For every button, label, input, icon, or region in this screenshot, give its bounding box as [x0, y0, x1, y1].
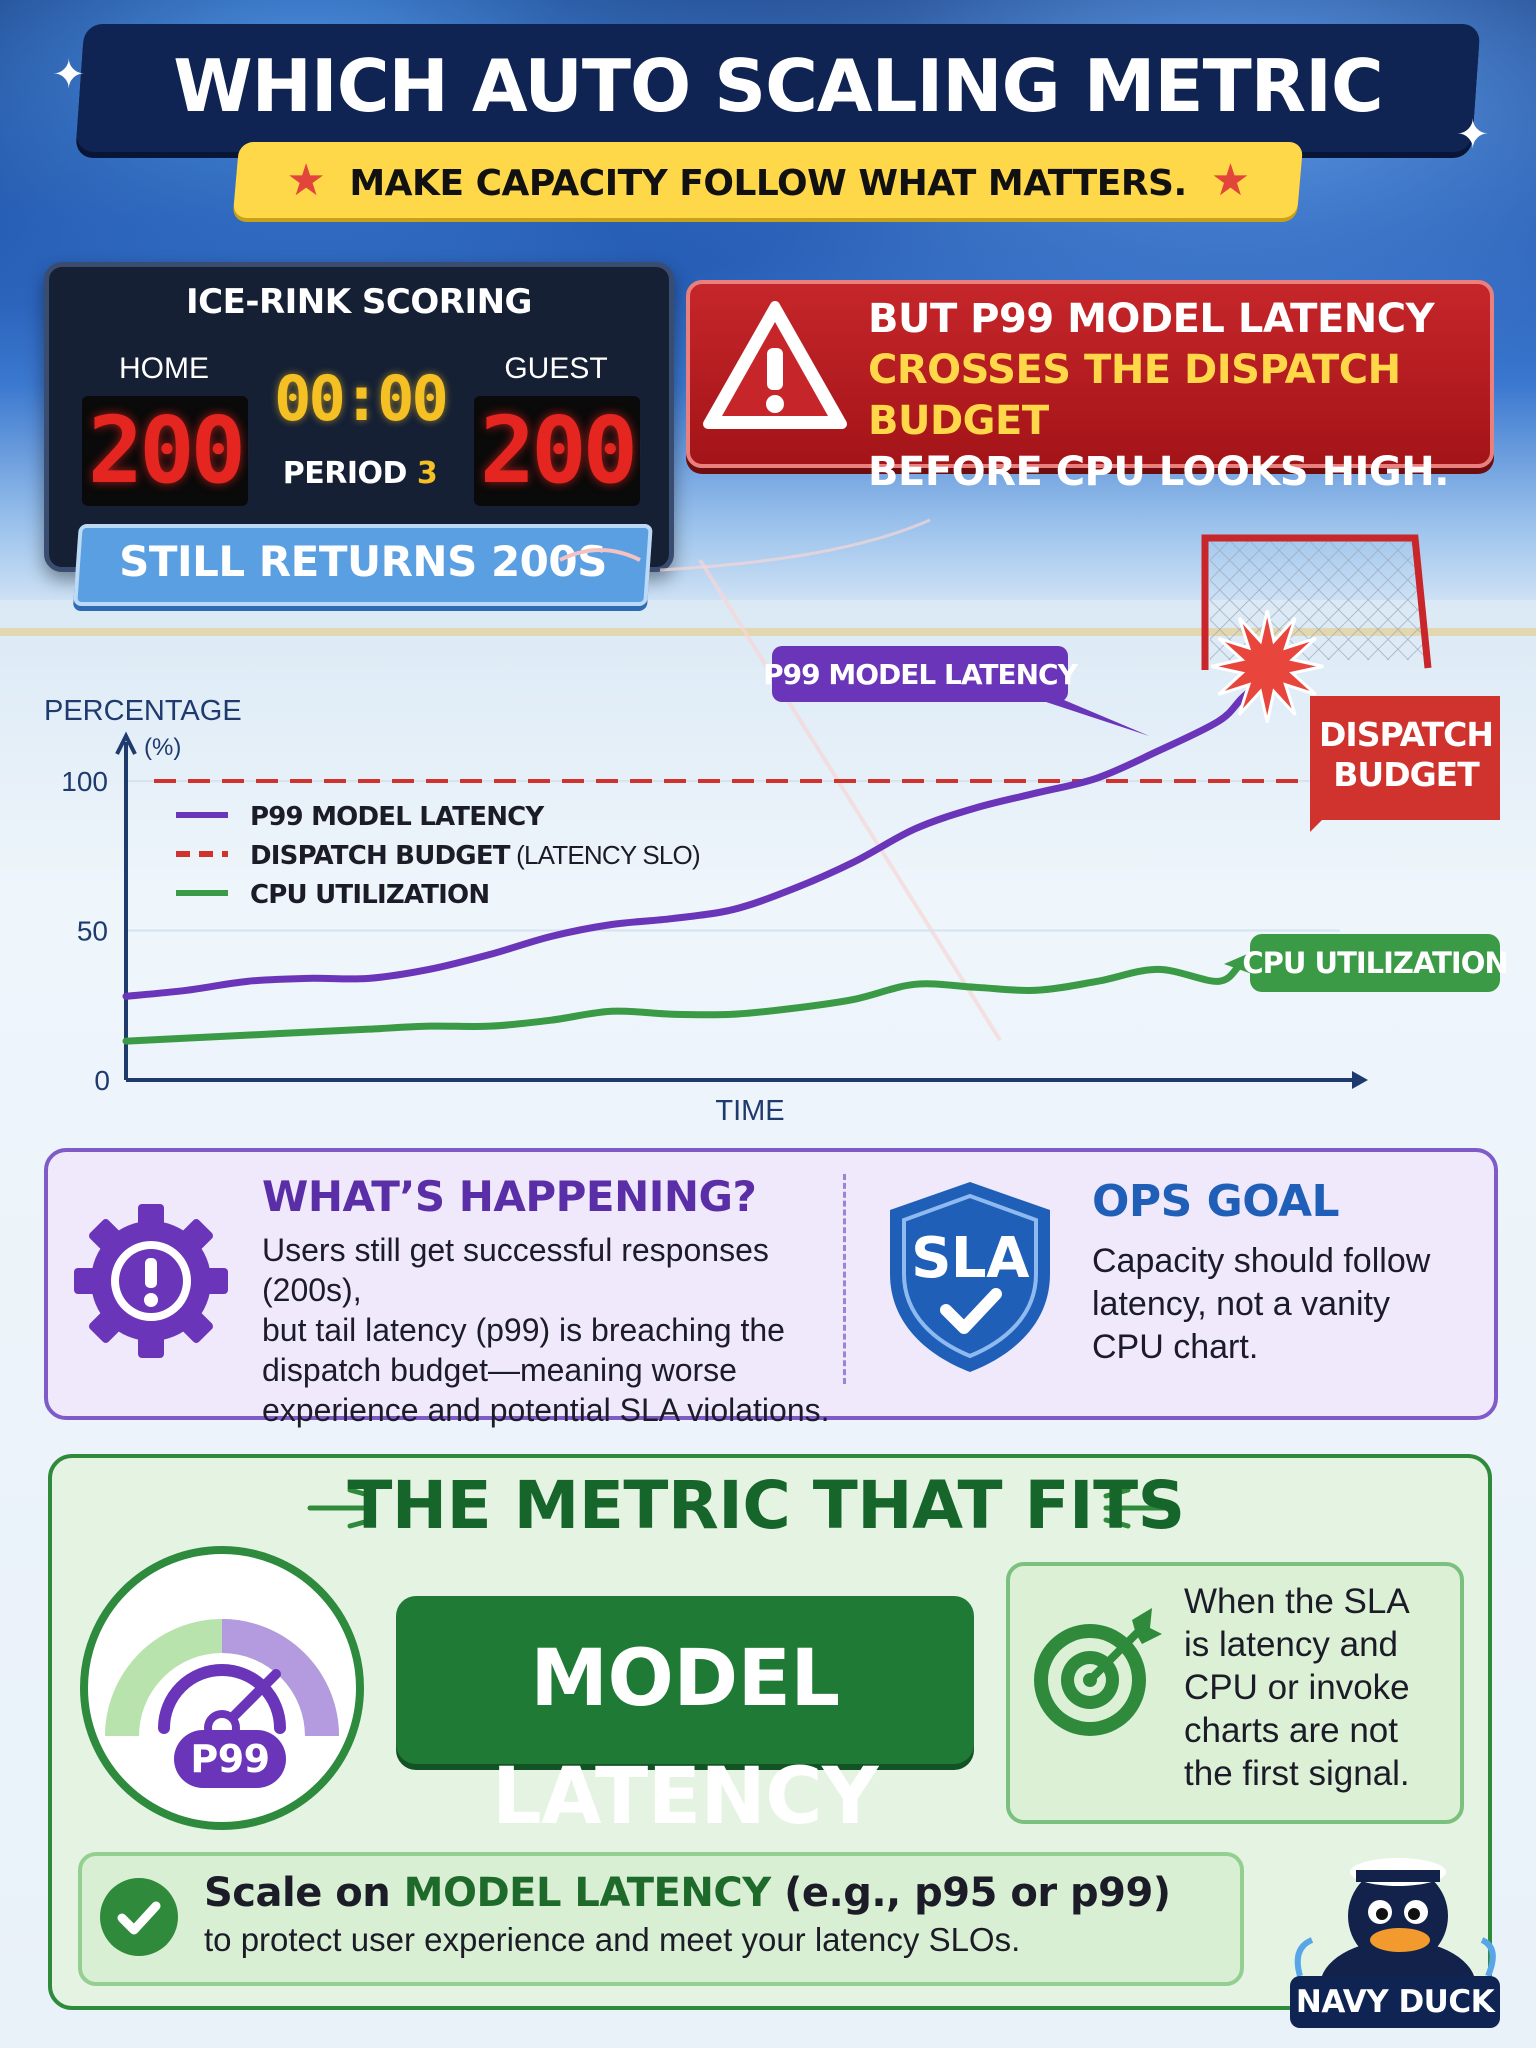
when-text: When the SLA is latency and CPU or invok…: [1184, 1582, 1410, 1793]
series-cpu-utilization: [122, 958, 1271, 1045]
y-axis-unit: (%): [144, 734, 181, 761]
cpu-tag-pointer: [1224, 952, 1252, 974]
dispatch-budget-flag: [1310, 696, 1500, 832]
card-divider: [843, 1174, 846, 1384]
cpu-tag-text: CPU UTILIZATION: [1242, 946, 1507, 980]
legend-label: CPU UTILIZATION: [250, 880, 489, 910]
ops-goal-heading: OPS GOAL: [1092, 1176, 1340, 1227]
alert-text: BUT P99 MODEL LATENCY CROSSES THE DISPAT…: [868, 296, 1449, 495]
scale-recommendation-line2: to protect user experience and meet your…: [204, 1921, 1021, 1958]
warning-icon: [703, 301, 847, 429]
whats-happening-heading: WHAT’S HAPPENING?: [262, 1172, 757, 1221]
dispatch-budget-flag-text: DISPATCH: [1319, 715, 1493, 754]
legend-label: P99 MODEL LATENCY: [250, 802, 545, 832]
check-circle-icon: [100, 1878, 178, 1956]
alert-panel: [686, 280, 1494, 468]
metric-that-fits-heading: THE METRIC THAT FITS: [347, 1467, 1185, 1544]
rink-line: [0, 628, 1536, 636]
whats-happening-card: [44, 1148, 1498, 1420]
latency-vs-cpu-chart: PERCENTAGE (%) TIME 0 50 100 P99 MODEL LATENCY…: [44, 518, 1509, 1127]
home-score: 200: [82, 396, 248, 506]
speedometer-icon: [105, 1619, 339, 1746]
legend-label: DISPATCH BUDGET (LATENCY SLO): [250, 840, 700, 871]
rink-marking: [559, 548, 641, 562]
x-axis-arrow: [1352, 1071, 1368, 1089]
navy-duck-mascot: [1294, 1858, 1496, 1986]
sla-shield-icon: [890, 1182, 1050, 1372]
emphasis-lines-icon: [1103, 1487, 1171, 1529]
series-p99-latency: [122, 672, 1271, 1000]
impact-starburst-icon: [1210, 610, 1324, 723]
rink-marking: [698, 558, 1002, 1042]
home-label: HOME: [119, 352, 209, 385]
scale-recommendation-line1: Scale on MODEL LATENCY (e.g., p95 or p99…: [204, 1870, 1171, 1916]
guest-label: GUEST: [504, 352, 608, 385]
game-clock: 00:00: [274, 362, 449, 435]
y-tick-label: 50: [77, 916, 108, 947]
model-latency-box: [396, 1596, 974, 1764]
dispatch-budget-flag-text: BUDGET: [1333, 755, 1480, 794]
latency-tag-pointer: [1040, 700, 1150, 737]
mascot-name: NAVY DUCK: [1290, 1976, 1500, 2028]
still-returns-text: STILL RETURNS 200S: [119, 537, 607, 586]
scale-recommendation-card: [78, 1852, 1244, 1986]
star-icon: ★: [1210, 155, 1250, 206]
y-axis-arrow: [115, 731, 137, 755]
target-icon: [1034, 1608, 1162, 1736]
emphasis-lines-icon: [307, 1487, 375, 1529]
guest-score: 200: [474, 396, 640, 506]
whats-happening-body: Users still get successful responses (20…: [262, 1232, 830, 1428]
cpu-tag-box: [1250, 934, 1500, 992]
sparkle-icon: ✦: [1456, 113, 1490, 157]
latency-tag-box: [772, 646, 1068, 702]
y-tick-label: 100: [61, 766, 108, 797]
sla-badge-text: SLA: [911, 1226, 1029, 1291]
latency-tag-text: P99 MODEL LATENCY: [763, 658, 1078, 691]
sparkle-icon: ✦: [52, 53, 86, 97]
p99-label: P99: [174, 1730, 286, 1788]
model-latency-text: MODEL LATENCY: [491, 1634, 879, 1842]
legend-label-suffix: (LATENCY SLO): [510, 840, 700, 870]
y-axis-title: PERCENTAGE: [44, 695, 242, 727]
rink-marking: [659, 518, 931, 572]
star-icon: ★: [286, 155, 326, 206]
y-tick-label: 0: [94, 1065, 110, 1096]
period-indicator: PERIOD 3: [282, 456, 438, 491]
x-axis-title: TIME: [715, 1095, 784, 1127]
scoreboard-title: ICE-RINK SCORING: [186, 282, 532, 322]
ops-goal-body: Capacity should follow latency, not a va…: [1092, 1242, 1431, 1366]
subtitle: ★ MAKE CAPACITY FOLLOW WHAT MATTERS. ★: [286, 155, 1250, 206]
gear-alert-icon: [74, 1204, 228, 1358]
